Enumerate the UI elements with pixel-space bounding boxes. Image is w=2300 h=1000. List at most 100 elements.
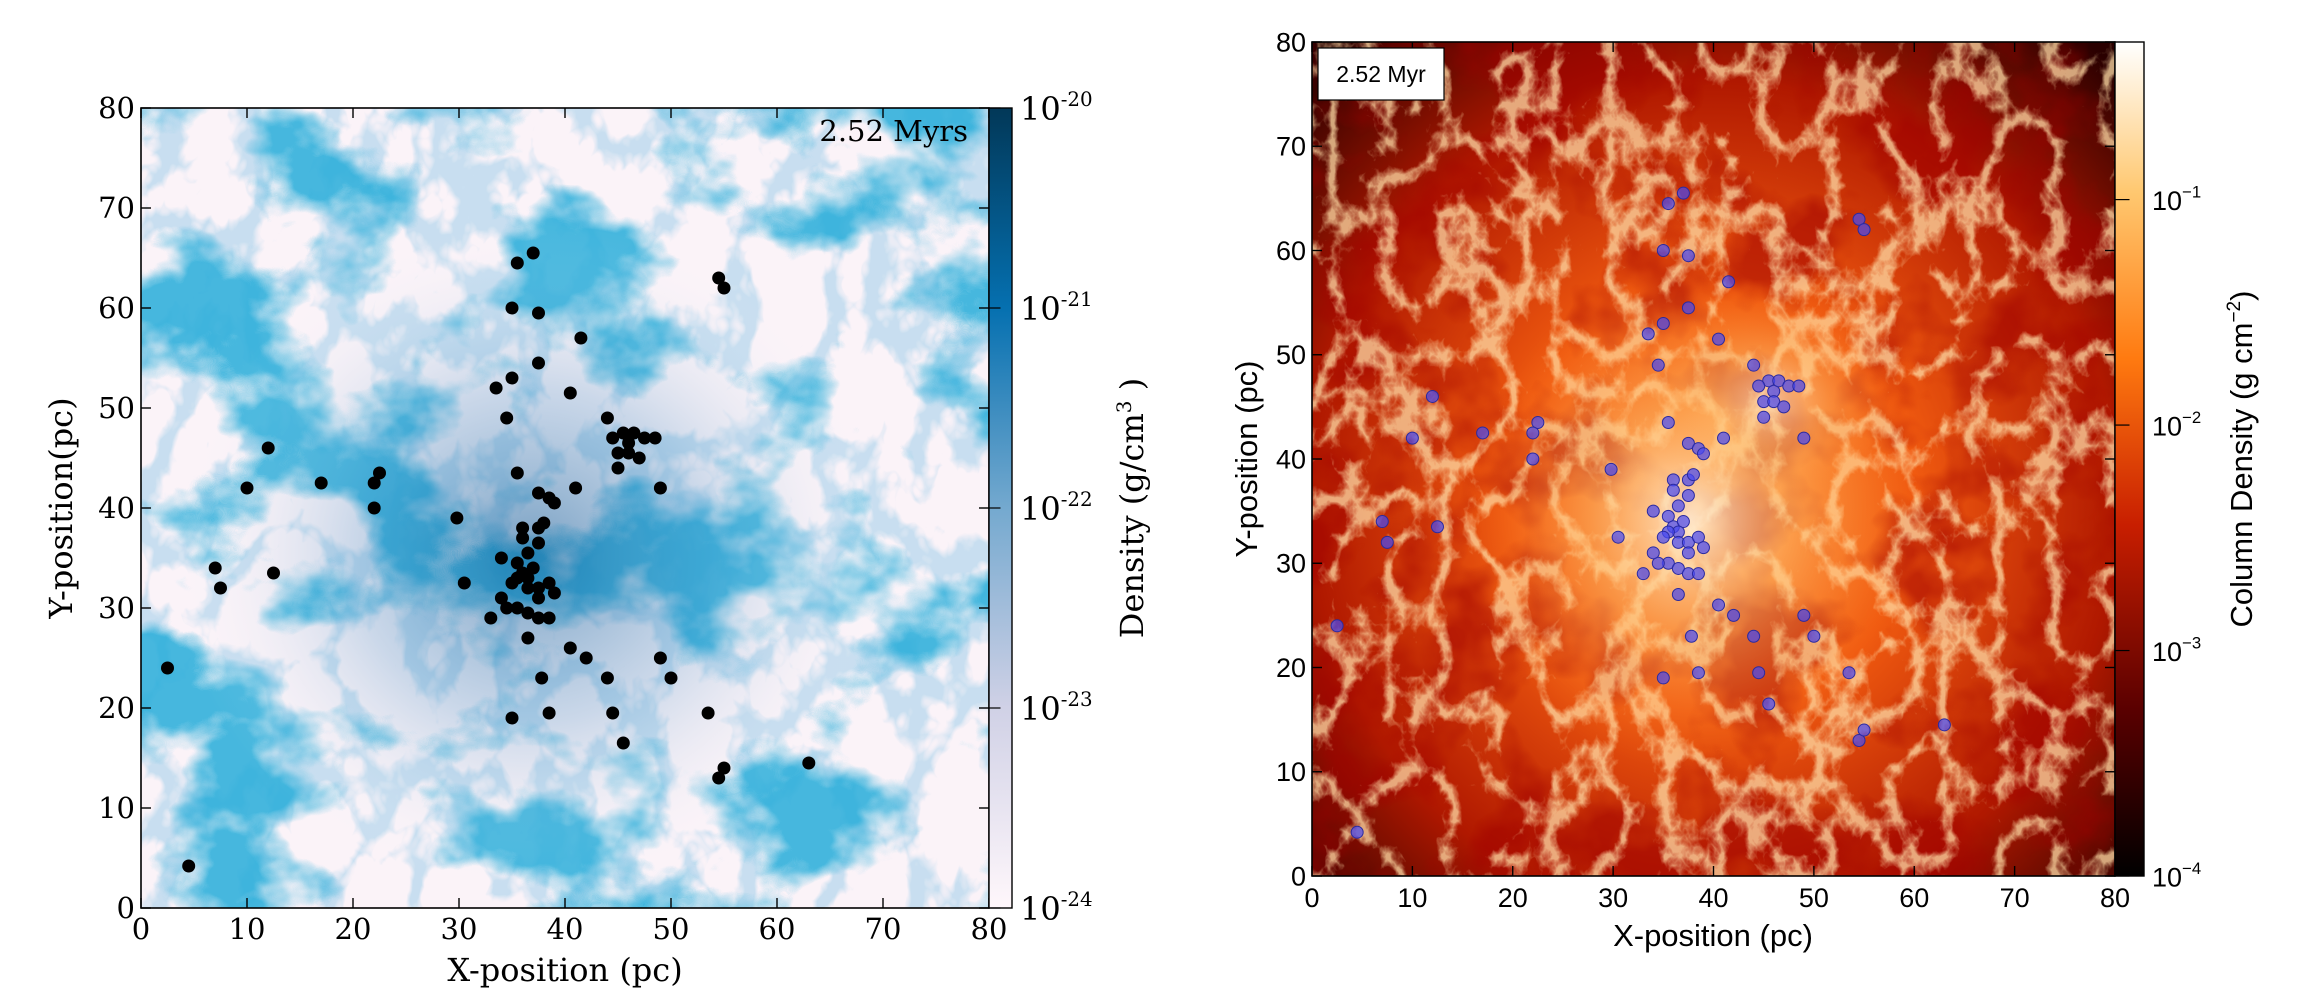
left-particle-11 — [500, 411, 514, 425]
right-particle-59 — [1696, 541, 1710, 555]
left-y-tick-label-3: 30 — [98, 591, 135, 625]
left-colorbar-ticks: 10-24 10-23 10-22 10-21 10-20 — [989, 88, 1093, 928]
left-particle-77 — [208, 561, 222, 575]
right-particles — [1330, 186, 1951, 839]
right-colorbar-label: Column Density (g cm−2) — [2224, 291, 2259, 628]
right-particle-73 — [1842, 666, 1856, 680]
left-particle-78 — [214, 581, 227, 595]
right-particle-9 — [1641, 327, 1655, 341]
left-particle-12 — [600, 411, 614, 425]
left-particle-53 — [510, 601, 524, 615]
left-particle-6 — [574, 331, 588, 345]
right-particle-17 — [1792, 379, 1806, 393]
right-colorbar-tick-label-3: 10−1 — [2152, 183, 2201, 216]
left-y-axis: 0 10 20 30 40 50 60 70 80 — [98, 91, 989, 925]
left-particle-21 — [632, 451, 646, 465]
right-particle-72 — [1762, 697, 1776, 711]
left-particle-16 — [638, 431, 651, 445]
left-particle-17 — [648, 431, 662, 445]
left-x-tick-label-3: 30 — [441, 912, 478, 946]
right-y-tick-label-4: 40 — [1276, 444, 1306, 474]
left-colorbar-label-exponent: 3 — [1112, 400, 1136, 413]
left-particle-34 — [569, 481, 583, 495]
left-particle-65 — [653, 651, 667, 665]
left-particle-56 — [521, 606, 535, 620]
right-particle-55 — [1646, 546, 1660, 560]
left-particle-40 — [450, 511, 464, 525]
left-particle-57 — [532, 611, 545, 625]
right-particle-18 — [1752, 379, 1766, 393]
left-y-tick-label-5: 50 — [98, 391, 135, 425]
right-particle-2 — [1681, 249, 1695, 263]
left-particle-42 — [510, 556, 524, 570]
right-particle-8 — [1656, 316, 1670, 330]
right-particle-24 — [1476, 426, 1490, 440]
left-x-tick-label-4: 40 — [547, 912, 584, 946]
left-particle-79 — [267, 566, 280, 580]
right-particle-15 — [1772, 374, 1786, 388]
left-particle-15 — [627, 426, 641, 440]
left-particle-68 — [542, 706, 556, 720]
left-y-tick-label-2: 20 — [98, 691, 135, 725]
left-particle-50 — [505, 576, 519, 590]
left-particle-64 — [579, 651, 593, 665]
left-particle-0 — [526, 246, 540, 260]
left-particle-3 — [505, 301, 519, 315]
right-particle-1 — [1661, 197, 1675, 211]
left-particle-35 — [516, 521, 530, 535]
left-particle-26 — [367, 476, 381, 490]
right-particle-4 — [1852, 212, 1866, 226]
left-x-tick-label-5: 50 — [653, 912, 690, 946]
right-colorbar-label-text: Column Density (g cm — [2224, 323, 2259, 628]
right-particle-39 — [1686, 468, 1700, 482]
right-y-axis-label: Y-position (pc) — [1229, 360, 1264, 557]
left-particle-18 — [606, 431, 620, 445]
left-particle-75 — [717, 761, 731, 775]
right-colorbar-tick-label-0: 10−4 — [2152, 859, 2201, 892]
left-y-tick-label-1: 10 — [98, 791, 135, 825]
left-colorbar-label-end: ) — [1113, 378, 1151, 401]
right-particle-63 — [1712, 598, 1726, 612]
right-x-tick-label-7: 70 — [2000, 883, 2030, 913]
left-particle-30 — [510, 466, 524, 480]
right-x-axis-label: X-position (pc) — [1613, 918, 1813, 953]
right-particle-50 — [1656, 530, 1670, 544]
right-time-label: 2.52 Myr — [1336, 61, 1426, 87]
left-particle-14 — [622, 436, 636, 450]
right-particle-11 — [1651, 358, 1665, 372]
right-x-axis: 0 10 20 30 40 50 60 70 80 — [1304, 42, 2130, 913]
left-particle-20 — [622, 446, 636, 460]
left-time-label: 2.52 Myrs — [819, 114, 968, 148]
left-particle-55 — [494, 591, 508, 605]
left-x-tick-label-8: 80 — [971, 912, 1008, 946]
right-particle-30 — [1661, 416, 1675, 430]
left-particle-80 — [161, 661, 174, 675]
right-particle-42 — [1661, 509, 1675, 523]
right-particle-10 — [1712, 332, 1726, 346]
left-particle-23 — [261, 441, 275, 455]
left-x-axis: 0 10 20 30 40 50 60 70 80 — [132, 108, 1008, 946]
right-particle-38 — [1681, 488, 1695, 502]
right-particle-26 — [1526, 426, 1540, 440]
right-particle-12 — [1747, 358, 1761, 372]
left-x-tick-label-2: 20 — [335, 912, 372, 946]
left-particle-49 — [532, 581, 545, 595]
left-particle-59 — [547, 586, 561, 600]
right-particle-54 — [1651, 556, 1665, 570]
right-y-tick-label-7: 70 — [1276, 132, 1306, 162]
right-column-density-map — [1312, 42, 2115, 876]
left-particle-66 — [664, 671, 678, 685]
right-particle-77 — [1375, 515, 1389, 529]
left-particle-2 — [532, 306, 545, 320]
right-particle-23 — [1425, 389, 1439, 403]
right-particle-76 — [1937, 718, 1951, 732]
right-colorbar-tick-label-1: 10−3 — [2152, 634, 2201, 667]
right-particle-66 — [1807, 629, 1821, 643]
left-particle-1 — [510, 256, 524, 270]
right-particle-25 — [1531, 416, 1545, 430]
left-particle-72 — [616, 736, 630, 750]
left-x-tick-label-1: 10 — [229, 912, 266, 946]
right-particle-21 — [1777, 400, 1791, 414]
left-particle-62 — [457, 576, 471, 590]
